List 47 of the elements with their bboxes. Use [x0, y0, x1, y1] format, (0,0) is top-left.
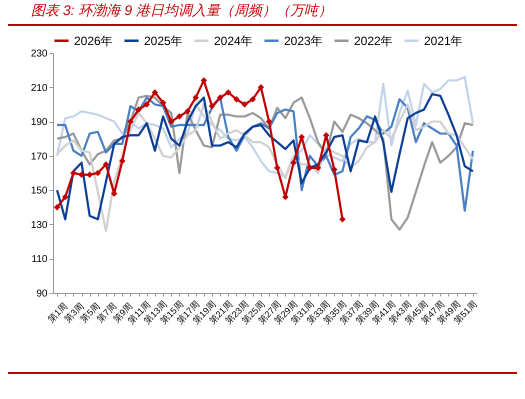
point [250, 96, 256, 102]
point [258, 84, 264, 90]
point [176, 113, 183, 120]
y-tick-label: 210 [30, 82, 48, 94]
point [54, 204, 60, 210]
point [314, 164, 322, 172]
y-tick-label: 170 [30, 151, 48, 162]
legend-label: 2026年 [74, 34, 113, 48]
chart-title: 图表 3: 环渤海 9 港日均调入量（周频）（万吨） [31, 2, 332, 18]
point [266, 118, 272, 125]
y-tick-label: 130 [30, 220, 48, 231]
point [62, 194, 68, 200]
y-tick-label: 110 [32, 254, 48, 266]
point [160, 100, 166, 106]
legend-label: 2024年 [214, 34, 253, 48]
point [274, 164, 280, 172]
legend-label: 2023年 [284, 34, 323, 48]
point [208, 102, 216, 110]
line-series [56, 76, 474, 178]
y-tick-label: 230 [30, 48, 48, 60]
point [241, 101, 248, 108]
point [225, 89, 232, 96]
point [184, 108, 191, 114]
point [290, 160, 297, 166]
point [216, 94, 224, 101]
point [102, 161, 110, 168]
point [200, 77, 208, 84]
point [144, 101, 150, 108]
point [86, 172, 93, 178]
legend-label: 2025年 [144, 34, 183, 48]
point [94, 170, 102, 176]
point [70, 170, 77, 176]
y-tick-label: 90 [36, 288, 48, 300]
y-tick-label: 150 [30, 186, 48, 197]
point [78, 172, 85, 178]
point [331, 166, 338, 173]
point [233, 96, 240, 102]
point [168, 118, 174, 125]
point [127, 118, 134, 125]
y-tick-label: 190 [30, 117, 48, 128]
point [192, 94, 199, 101]
point [339, 216, 346, 222]
point [135, 106, 142, 113]
legend-label: 2021年 [424, 34, 463, 48]
point [119, 158, 126, 164]
legend-label: 2022年 [354, 34, 393, 48]
point [152, 89, 158, 96]
